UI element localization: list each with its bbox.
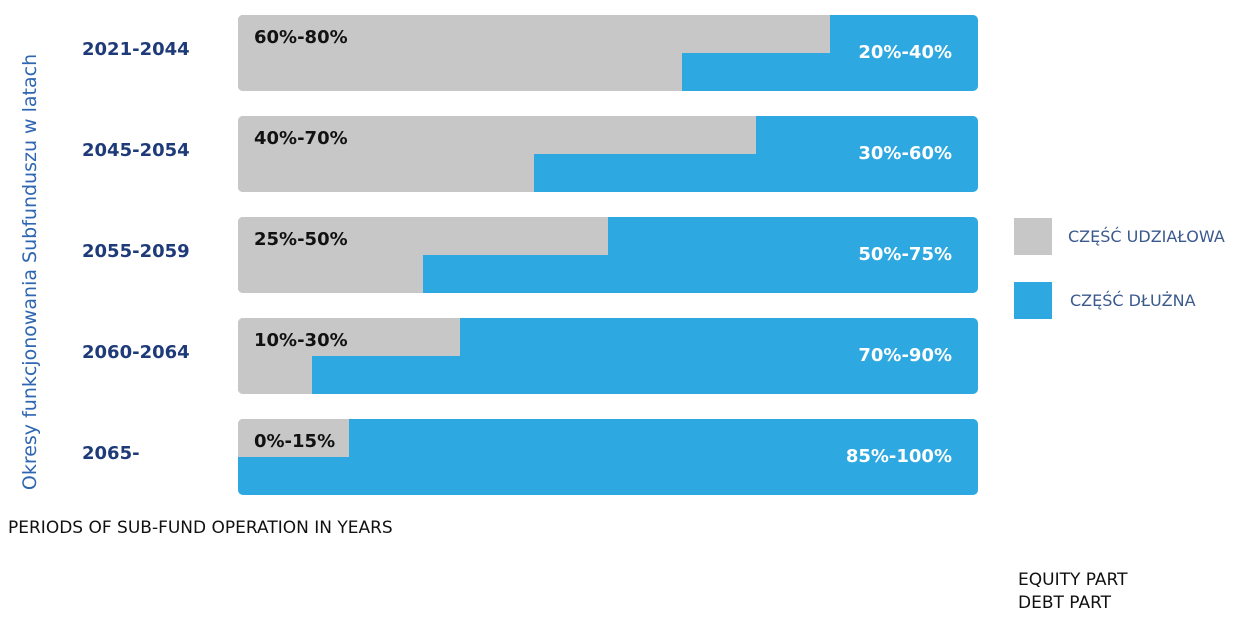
equity-range-label: 10%-30% [254, 330, 348, 351]
debt-range-label: 30%-60% [858, 143, 952, 164]
legend-swatch-debt [1014, 282, 1052, 319]
equity-range-label: 40%-70% [254, 128, 348, 149]
equity-segment-max [238, 419, 349, 457]
legend-label-debt: CZĘŚĆ DŁUŻNA [1070, 291, 1196, 310]
equity-range-label: 60%-80% [254, 27, 348, 48]
caption-periods: PERIODS OF SUB-FUND OPERATION IN YEARS [8, 518, 393, 538]
period-label: 2055-2059 [82, 241, 190, 262]
legend-label-equity: CZĘŚĆ UDZIAŁOWA [1068, 227, 1225, 246]
equity-segment-max [238, 116, 756, 154]
caption-debt: DEBT PART [1018, 593, 1112, 613]
equity-segment-max [238, 318, 460, 356]
debt-range-label: 85%-100% [845, 446, 952, 467]
equity-segment-min [238, 356, 312, 394]
bar-row: 60%-80% 20%-40% [238, 15, 978, 91]
bar-row: 40%-70% 30%-60% [238, 116, 978, 192]
debt-range-label: 20%-40% [858, 42, 952, 63]
equity-segment-max [238, 217, 608, 255]
period-label: 2065- [82, 443, 140, 464]
bar-row: 0%-15% 85%-100% [238, 419, 978, 495]
debt-range-label: 50%-75% [858, 244, 952, 265]
legend-swatch-equity [1014, 218, 1052, 255]
y-axis-label: Okresy funkcjonowania Subfunduszu w lata… [19, 53, 41, 491]
equity-segment-max [238, 15, 830, 53]
debt-range-label: 70%-90% [858, 345, 952, 366]
equity-segment-min [238, 255, 423, 293]
period-label: 2060-2064 [82, 342, 190, 363]
period-label: 2021-2044 [82, 39, 190, 60]
bar-row: 10%-30% 70%-90% [238, 318, 978, 394]
debt-segment [238, 419, 978, 495]
equity-segment-min [238, 154, 534, 192]
equity-range-label: 25%-50% [254, 229, 348, 250]
equity-range-label: 0%-15% [254, 431, 336, 452]
period-label: 2045-2054 [82, 140, 190, 161]
caption-equity: EQUITY PART [1018, 570, 1128, 590]
equity-segment-min [238, 53, 682, 91]
bar-row: 25%-50% 50%-75% [238, 217, 978, 293]
